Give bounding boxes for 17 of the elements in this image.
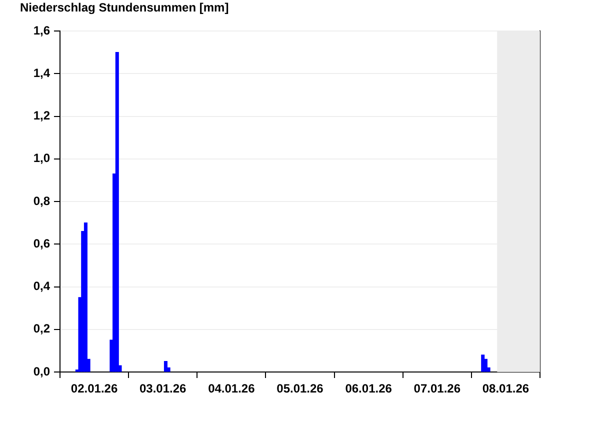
y-tick-label: 0,6: [33, 236, 50, 250]
x-tick-label: 02.01.26: [70, 382, 118, 396]
chart-title: Niederschlag Stundensummen [mm]: [20, 0, 229, 14]
x-tick-label: 07.01.26: [414, 382, 461, 396]
y-tick-label: 1,2: [33, 108, 50, 123]
y-tick-label: 1,4: [33, 66, 50, 80]
y-tick-label: 1,6: [33, 23, 50, 38]
y-tick-label: 0,8: [33, 194, 50, 208]
x-tick-label: 05.01.26: [276, 382, 324, 396]
x-tick-label: 03.01.26: [140, 382, 187, 396]
y-tick-label: 0,2: [33, 322, 50, 336]
y-tick-label: 0,4: [33, 279, 50, 294]
y-tick-label: 1,0: [33, 151, 50, 166]
x-tick-label: 08.01.26: [482, 382, 530, 396]
x-tick-label: 06.01.26: [345, 382, 392, 396]
x-tick-label: 04.01.26: [208, 382, 256, 396]
y-tick-label: 0,0: [33, 364, 50, 378]
